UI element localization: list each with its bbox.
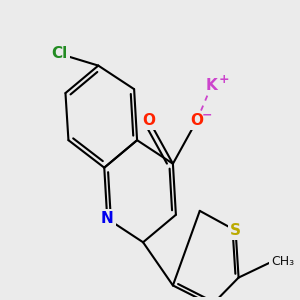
Text: S: S: [230, 223, 241, 238]
Text: CH₃: CH₃: [272, 255, 295, 268]
Text: +: +: [219, 73, 230, 86]
Text: O: O: [190, 113, 203, 128]
Text: −: −: [202, 108, 212, 121]
Text: N: N: [101, 211, 114, 226]
Text: K: K: [206, 78, 218, 93]
Text: O: O: [142, 113, 155, 128]
Text: Cl: Cl: [51, 46, 68, 61]
